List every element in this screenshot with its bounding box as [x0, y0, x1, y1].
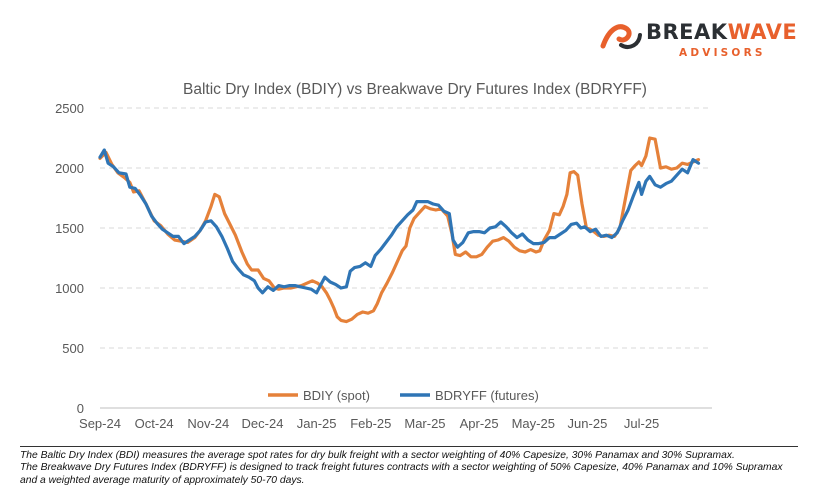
x-axis: Sep-24 Oct-24 Nov-24 Dec-24 Jan-25 Feb-25 Mar-… [79, 407, 712, 431]
x-tick-label: Jun-25 [568, 416, 608, 431]
footnote-bdryff: The Breakwave Dry Futures Index (BDRYFF)… [20, 462, 783, 486]
x-tick-label: Dec-24 [242, 416, 284, 431]
logo-subtitle: ADVISORS [679, 47, 766, 59]
y-tick-label: 2000 [55, 161, 84, 176]
footnote-divider [20, 446, 798, 447]
x-tick-label: Apr-25 [460, 416, 499, 431]
y-axis: 0 500 1000 1500 2000 2500 [55, 101, 84, 416]
footnote: The Baltic Dry Index (BDI) measures the … [20, 450, 790, 487]
logo-word-wave: WAVE [727, 20, 798, 44]
y-tick-label: 2500 [55, 101, 84, 116]
footnote-bdi: The Baltic Dry Index (BDI) measures the … [20, 450, 735, 461]
line-chart: Baltic Dry Index (BDIY) vs Breakwave Dry… [55, 81, 712, 431]
wave-mark-icon [600, 24, 642, 49]
x-tick-label: Nov-24 [187, 416, 229, 431]
legend-label: BDIY (spot) [303, 388, 370, 403]
series-line-bdryff [98, 148, 701, 295]
breakwave-logo: BREAKWAVE ADVISORS [598, 14, 803, 64]
logo-wordmark: BREAKWAVE [646, 20, 797, 44]
legend-label: BDRYFF (futures) [435, 388, 539, 403]
x-tick-label: Feb-25 [350, 416, 391, 431]
x-tick-label: May-25 [512, 416, 555, 431]
x-tick-label: Sep-24 [79, 416, 121, 431]
chart-title: Baltic Dry Index (BDIY) vs Breakwave Dry… [183, 81, 647, 98]
legend: BDIY (spot) BDRYFF (futures) [268, 388, 539, 403]
y-tick-label: 500 [62, 341, 84, 356]
x-tick-label: Oct-24 [135, 416, 174, 431]
y-tick-label: 1500 [55, 221, 84, 236]
logo-word-break: BREAK [646, 20, 728, 44]
y-tick-label: 1000 [55, 281, 84, 296]
x-tick-label: Mar-25 [404, 416, 445, 431]
x-tick-label: Jan-25 [297, 416, 337, 431]
series-lines [98, 136, 701, 324]
y-tick-label: 0 [77, 401, 84, 416]
x-tick-label: Jul-25 [624, 416, 659, 431]
series-line-bdiy [98, 136, 701, 324]
